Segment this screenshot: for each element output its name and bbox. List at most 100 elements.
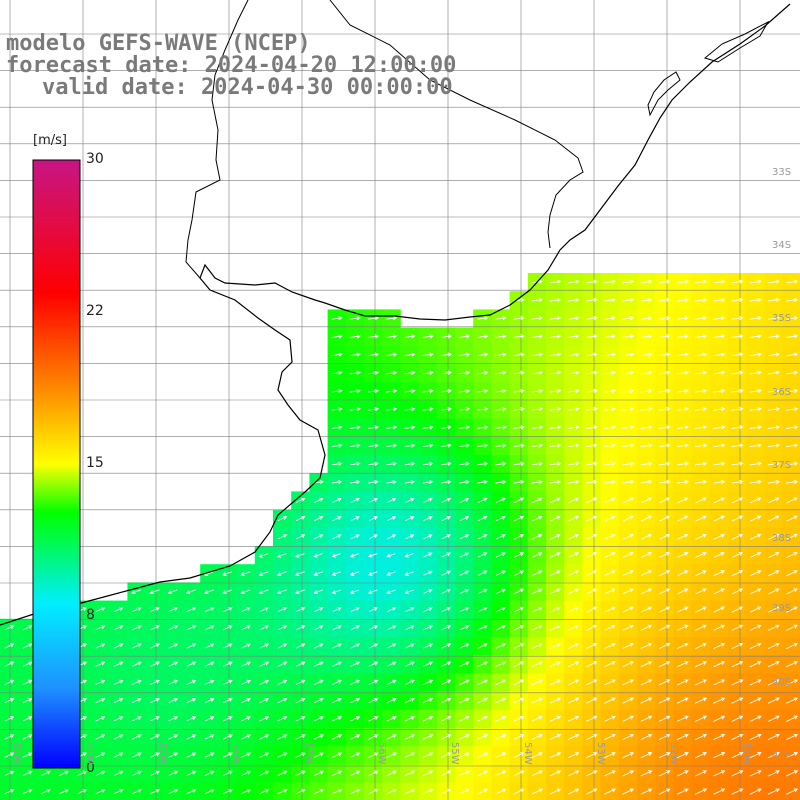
wind-arrow	[495, 734, 507, 740]
wind-arrow	[495, 697, 507, 704]
wind-arrow	[131, 679, 142, 685]
wind-arrow	[332, 607, 342, 613]
wind-arrow	[604, 733, 616, 741]
wind-arrow	[622, 588, 634, 595]
wind-arrow	[640, 624, 653, 631]
wind-arrow	[658, 443, 671, 448]
lon-label-58w: 58W	[230, 742, 241, 765]
wind-arrow	[622, 279, 635, 284]
wind-arrow	[441, 552, 451, 558]
wind-arrow	[131, 752, 142, 758]
wind-arrow	[531, 661, 543, 668]
wind-arrow	[185, 589, 196, 595]
wind-arrow	[150, 770, 161, 777]
wind-arrow	[95, 770, 106, 777]
wind-arrow	[549, 334, 562, 339]
wind-arrow	[367, 316, 380, 321]
wind-arrow	[459, 625, 470, 631]
wind-arrow	[349, 316, 361, 321]
wind-arrow	[459, 552, 470, 558]
wind-arrow	[422, 770, 434, 777]
colorbar-unit: [m/s]	[33, 133, 67, 148]
wind-arrow	[659, 533, 671, 540]
wind-arrow	[386, 716, 397, 722]
wind-arrow	[658, 788, 671, 795]
wind-arrow	[604, 661, 616, 668]
wind-arrow	[386, 643, 397, 649]
wind-arrow	[786, 551, 798, 559]
wind-arrow	[150, 679, 160, 685]
wind-arrow	[258, 571, 269, 576]
wind-arrow	[768, 570, 780, 577]
wind-arrow	[440, 407, 452, 412]
wind-arrow	[622, 370, 635, 375]
wind-arrow	[531, 388, 544, 393]
wind-arrow	[131, 625, 142, 631]
wind-arrow	[749, 679, 762, 686]
wind-arrow	[295, 697, 306, 704]
wind-arrow	[186, 734, 197, 740]
wind-arrow	[295, 752, 306, 758]
wind-arrow	[440, 443, 452, 448]
wind-arrow	[658, 697, 671, 704]
wind-arrow	[640, 515, 653, 522]
wind-arrow	[713, 334, 726, 339]
wind-arrow	[695, 297, 708, 302]
wind-arrow	[768, 515, 780, 522]
wind-arrow	[767, 479, 781, 484]
wind-arrow	[295, 643, 306, 649]
wind-arrow	[349, 370, 361, 375]
wind-arrow	[622, 388, 635, 393]
wind-arrow	[422, 479, 434, 485]
wind-arrow	[241, 607, 251, 613]
wind-arrow	[676, 388, 689, 393]
wind-arrow	[332, 697, 343, 704]
wind-arrow	[513, 715, 525, 722]
wind-arrow	[422, 679, 434, 686]
wind-arrow	[713, 297, 726, 302]
wind-arrow	[113, 679, 124, 685]
wind-arrow	[368, 589, 378, 595]
wind-arrow	[549, 370, 562, 375]
wind-arrow	[241, 625, 251, 631]
wind-arrow	[676, 407, 689, 412]
wind-arrow	[368, 643, 379, 649]
wind-arrow	[368, 679, 379, 686]
wind-arrow	[786, 624, 798, 631]
wind-arrow	[368, 388, 380, 394]
wind-arrow	[368, 752, 379, 758]
wind-arrow	[350, 661, 361, 667]
wind-arrow	[713, 370, 726, 375]
wind-arrow	[367, 334, 380, 339]
wind-arrow	[567, 316, 580, 321]
wind-arrow	[731, 570, 744, 577]
wind-arrow	[513, 497, 525, 504]
wind-arrow	[658, 752, 671, 759]
wind-arrow	[731, 388, 744, 393]
wind-arrow	[713, 642, 726, 650]
wind-arrow	[386, 679, 397, 686]
wind-arrow	[567, 425, 580, 430]
wind-arrow	[786, 497, 798, 504]
wind-arrow	[622, 733, 635, 741]
wind-arrow	[622, 697, 635, 704]
wind-arrow	[150, 734, 160, 740]
wind-arrow	[549, 316, 562, 321]
wind-arrow	[386, 788, 398, 795]
wind-arrow	[495, 443, 507, 448]
wind-arrow	[713, 352, 726, 357]
wind-arrow	[350, 679, 361, 686]
wind-arrow	[531, 697, 543, 704]
wind-arrow	[314, 516, 324, 522]
wind-arrow	[640, 752, 653, 759]
wind-arrow	[240, 571, 251, 576]
wind-cell	[782, 782, 800, 800]
wind-arrow	[368, 661, 379, 667]
wind-arrow	[695, 515, 707, 522]
wind-arrow	[567, 370, 580, 375]
wind-arrow	[568, 552, 580, 558]
wind-arrow	[295, 679, 306, 686]
wind-arrow	[131, 589, 142, 595]
wind-arrow	[495, 534, 506, 540]
wind-arrow	[386, 661, 397, 667]
